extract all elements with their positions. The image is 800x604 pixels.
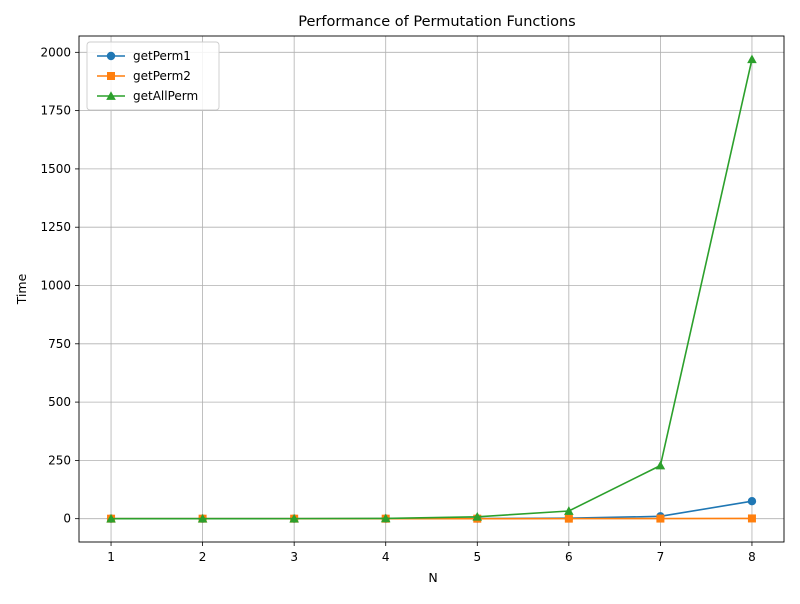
x-tick-label: 6 bbox=[565, 550, 573, 564]
legend-label: getPerm1 bbox=[133, 49, 191, 63]
x-tick-label: 4 bbox=[382, 550, 390, 564]
legend: getPerm1 getPerm2 getAllPerm bbox=[87, 42, 219, 110]
data-point-getPerm2 bbox=[748, 514, 756, 522]
legend-marker bbox=[107, 52, 115, 60]
x-tick-label: 5 bbox=[473, 550, 481, 564]
y-tick-label: 250 bbox=[48, 453, 71, 467]
x-tick-label: 2 bbox=[199, 550, 207, 564]
y-tick-label: 0 bbox=[63, 512, 71, 526]
legend-label: getAllPerm bbox=[133, 89, 198, 103]
x-tick-label: 1 bbox=[107, 550, 115, 564]
x-tick-label: 8 bbox=[748, 550, 756, 564]
y-tick-label: 500 bbox=[48, 395, 71, 409]
data-point-getPerm1 bbox=[748, 497, 756, 505]
legend-marker bbox=[107, 72, 115, 80]
y-tick-label: 2000 bbox=[40, 45, 71, 59]
legend-label: getPerm2 bbox=[133, 69, 191, 83]
x-tick-label: 3 bbox=[290, 550, 298, 564]
y-tick-label: 1250 bbox=[40, 220, 71, 234]
y-tick-label: 750 bbox=[48, 337, 71, 351]
data-point-getPerm2 bbox=[565, 515, 573, 523]
y-axis-label: Time bbox=[14, 273, 29, 305]
x-axis-label: N bbox=[428, 570, 437, 585]
y-tick-label: 1750 bbox=[40, 104, 71, 118]
data-point-getPerm2 bbox=[656, 515, 664, 523]
y-tick-label: 1500 bbox=[40, 162, 71, 176]
y-tick-label: 1000 bbox=[40, 279, 71, 293]
chart-title: Performance of Permutation Functions bbox=[298, 14, 575, 30]
x-tick-label: 7 bbox=[657, 550, 665, 564]
